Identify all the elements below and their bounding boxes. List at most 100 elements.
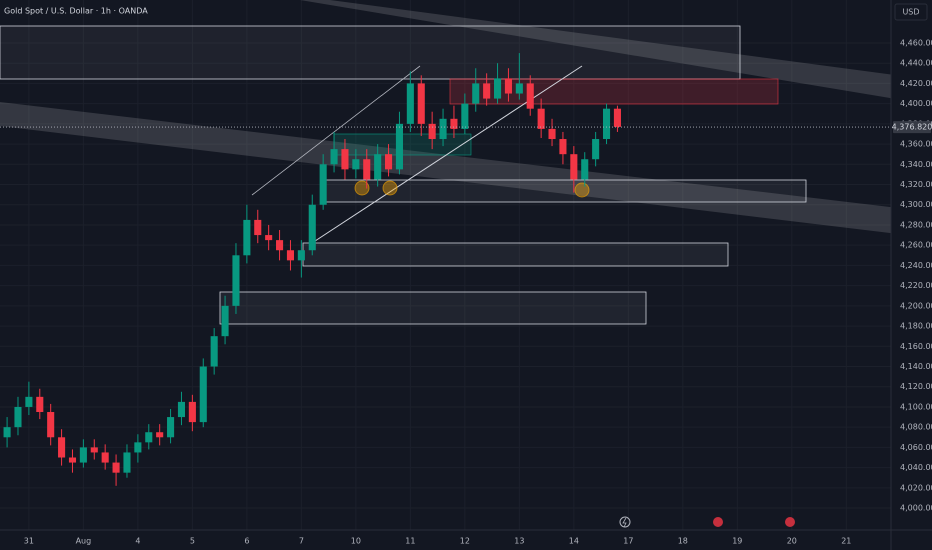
candle-body	[297, 250, 305, 261]
candle-body	[90, 447, 98, 453]
zone	[219, 291, 647, 325]
candle-body	[177, 401, 186, 418]
candle-body	[352, 159, 360, 170]
candle-body	[428, 123, 436, 140]
y-tick-label: 4,260.000	[900, 241, 932, 250]
y-tick-label: 4,200.000	[900, 301, 932, 310]
y-tick-label: 4,320.000	[900, 180, 932, 189]
zone	[324, 179, 807, 203]
event-icon[interactable]	[619, 516, 631, 528]
channel-band	[0, 102, 932, 238]
candle-body	[68, 457, 77, 463]
y-tick-label: 4,220.000	[900, 281, 932, 290]
candle-body	[308, 204, 316, 251]
candle-body	[112, 462, 120, 473]
candle-body	[101, 452, 109, 463]
y-tick-label: 4,180.000	[900, 322, 932, 331]
candle-body	[286, 250, 295, 261]
candle-body	[592, 139, 600, 160]
y-tick-label: 4,040.000	[900, 463, 932, 472]
event-icon	[622, 517, 627, 528]
event-icon[interactable]	[713, 517, 723, 527]
y-tick-label: 4,060.000	[900, 443, 932, 452]
candle-body	[602, 108, 611, 140]
candle-body	[581, 159, 589, 180]
x-tick-label: 10	[351, 537, 361, 546]
y-tick-label: 4,080.000	[900, 423, 932, 432]
y-tick-label: 4,140.000	[900, 362, 932, 371]
zone	[0, 25, 741, 80]
candle-body	[363, 159, 371, 180]
candle-body	[47, 412, 55, 438]
candle-body	[167, 417, 175, 438]
candle-body	[134, 442, 142, 453]
candle-body	[341, 149, 349, 170]
candle-body	[395, 123, 403, 170]
candles	[3, 53, 621, 486]
candle-body	[439, 118, 447, 140]
y-tick-label: 4,280.000	[900, 220, 932, 229]
candle-body	[265, 235, 273, 241]
y-tick-label: 4,020.000	[900, 483, 932, 492]
x-tick-label: 13	[514, 537, 524, 546]
candle-body	[58, 437, 66, 458]
candle-body	[504, 78, 512, 94]
events	[619, 516, 795, 528]
price-axis	[891, 0, 932, 550]
supply-zone	[449, 78, 779, 105]
y-tick-label: 4,240.000	[900, 261, 932, 270]
candle-body	[406, 83, 414, 124]
x-tick-label: 20	[787, 537, 797, 546]
candle-body	[14, 406, 22, 428]
y-tick-label: 4,300.000	[900, 200, 932, 209]
trend-line	[251, 65, 421, 196]
candle-body	[537, 108, 545, 129]
candle-body	[276, 240, 284, 251]
candle-body	[559, 139, 567, 155]
x-tick-label: 4	[135, 537, 140, 546]
x-tick-label: 6	[244, 537, 249, 546]
x-tick-label: 14	[569, 537, 579, 546]
candle-body	[570, 154, 578, 180]
x-tick-label: 5	[190, 537, 195, 546]
currency-box[interactable]	[894, 3, 928, 21]
chart-title: Gold Spot / U.S. Dollar · 1h · OANDA	[4, 7, 148, 16]
x-tick-label: Aug	[76, 537, 92, 546]
last-price-box	[893, 121, 931, 134]
candle-body	[385, 154, 393, 170]
currency[interactable]: USD	[902, 8, 919, 17]
y-tick-label: 4,000.000	[900, 504, 932, 513]
candle-body	[515, 83, 523, 94]
y-tick-label: 4,100.000	[900, 402, 932, 411]
candle-body	[243, 219, 251, 256]
candle-body	[188, 401, 196, 423]
candle-body	[254, 219, 262, 236]
x-tick-label: 19	[732, 537, 742, 546]
candle-body	[145, 432, 153, 443]
x-axis: 31 Aug 4 5 6 7 10 11 12 13 14 17 18 19 20 21	[24, 537, 852, 546]
y-tick-label: 4,340.000	[900, 160, 932, 169]
candle-body	[79, 447, 87, 463]
candle-body	[494, 78, 502, 99]
event-icon[interactable]	[785, 517, 795, 527]
y-tick-label: 4,160.000	[900, 342, 932, 351]
candle-body	[548, 128, 556, 140]
candle-body	[3, 427, 11, 438]
y-tick-label: 4,400.000	[900, 99, 932, 108]
y-tick-label: 4,120.000	[900, 382, 932, 391]
candle-body	[472, 83, 480, 104]
highlight	[382, 180, 398, 196]
candle-body	[210, 336, 218, 367]
candle-body	[25, 396, 33, 407]
y-tick-label: 4,440.000	[900, 59, 932, 68]
candle-body	[232, 255, 240, 306]
x-tick-label: 17	[623, 537, 633, 546]
candle-body	[156, 432, 164, 438]
candle-body	[123, 452, 131, 473]
x-tick-label: 18	[678, 537, 688, 546]
candle-body	[36, 396, 44, 413]
x-tick-label: 11	[405, 537, 415, 546]
candle-body	[526, 83, 534, 109]
candle-body	[483, 83, 491, 99]
